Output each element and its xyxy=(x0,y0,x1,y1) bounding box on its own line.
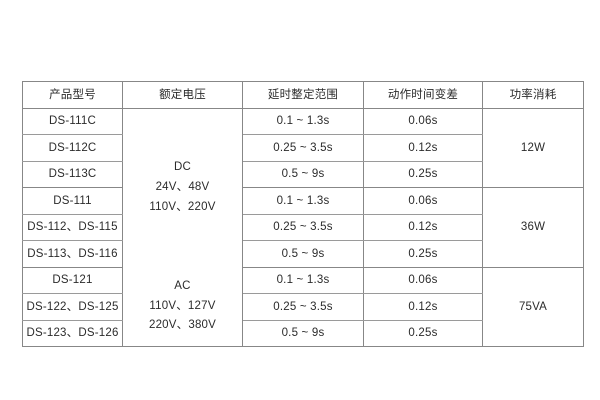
cell-time-variation: 0.25s xyxy=(363,240,483,268)
table-row: DS-112C 0.25 ~ 3.5s 0.12s xyxy=(22,134,584,162)
cell-power-consumption: 75VA xyxy=(518,300,548,313)
cell-product-model: DS-113、DS-116 xyxy=(22,240,123,268)
specification-table-container: 产品型号 额定电压 延时整定范围 动作时间变差 功率消耗 DS-111C DC … xyxy=(22,81,584,347)
cell-delay-range: 0.1 ~ 1.3s xyxy=(242,267,364,294)
table-body: DS-111C DC 24V、48V 110V、220V 0.1 ~ 1.3s … xyxy=(22,108,584,347)
cell-time-variation: 0.06s xyxy=(363,187,483,215)
table-row: DS-112、DS-115 0.25 ~ 3.5s 0.12s xyxy=(22,214,584,241)
header-delay-range: 延时整定范围 xyxy=(242,81,364,109)
cell-time-variation: 0.12s xyxy=(363,214,483,241)
header-time-variation: 动作时间变差 xyxy=(363,81,483,109)
cell-time-variation: 0.25s xyxy=(363,320,483,347)
cell-power-consumption: 36W xyxy=(482,187,584,268)
cell-product-model: DS-113C xyxy=(22,161,123,188)
cell-time-variation: 0.06s xyxy=(363,267,483,294)
header-row: 产品型号 额定电压 延时整定范围 动作时间变差 功率消耗 xyxy=(22,81,584,109)
cell-delay-range: 0.25 ~ 3.5s xyxy=(242,134,364,162)
cell-rated-voltage-ac: AC 110V、127V 220V、380V xyxy=(122,267,243,347)
cell-time-variation: 0.12s xyxy=(363,293,483,321)
cell-delay-range: 0.5 ~ 9s xyxy=(242,240,364,268)
voltage-line: 24V、48V xyxy=(155,180,210,193)
cell-rated-voltage-dc: DC 24V、48V 110V、220V xyxy=(122,108,243,267)
table-row: DS-113、DS-116 0.5 ~ 9s 0.25s xyxy=(22,240,584,268)
cell-product-model: DS-112C xyxy=(22,134,123,162)
voltage-line: DC xyxy=(173,161,191,174)
voltage-line: 110V、220V xyxy=(149,200,216,213)
cell-product-model: DS-121 xyxy=(22,267,123,294)
cell-time-variation: 0.25s xyxy=(363,161,483,188)
table-row: DS-121 AC 110V、127V 220V、380V 0.1 ~ 1.3s… xyxy=(22,267,584,347)
header-rated-voltage: 额定电压 xyxy=(122,81,243,109)
cell-time-variation: 0.06s xyxy=(363,108,483,135)
table-header: 产品型号 额定电压 延时整定范围 动作时间变差 功率消耗 xyxy=(22,81,584,109)
specification-table: 产品型号 额定电压 延时整定范围 动作时间变差 功率消耗 DS-111C DC … xyxy=(22,81,584,347)
voltage-line: 110V、127V xyxy=(149,299,216,312)
cell-time-variation: 0.12s xyxy=(363,134,483,162)
cell-product-model: DS-122、DS-125 xyxy=(22,293,123,321)
cell-delay-range: 0.5 ~ 9s xyxy=(242,320,364,347)
table-row: DS-111C DC 24V、48V 110V、220V 0.1 ~ 1.3s … xyxy=(22,108,584,267)
table-row: DS-123、DS-126 0.5 ~ 9s 0.25s xyxy=(22,320,584,347)
cell-delay-range: 0.5 ~ 9s xyxy=(242,161,364,188)
header-product-model: 产品型号 xyxy=(22,81,123,109)
cell-delay-range: 0.25 ~ 3.5s xyxy=(242,293,364,321)
voltage-line: 220V、380V xyxy=(148,319,216,332)
table-row: DS-111 0.1 ~ 1.3s 0.06s 36W xyxy=(22,187,584,268)
cell-product-model: DS-112、DS-115 xyxy=(22,214,123,241)
table-row: DS-122、DS-125 0.25 ~ 3.5s 0.12s xyxy=(22,293,584,321)
cell-product-model: DS-123、DS-126 xyxy=(22,320,123,347)
cell-delay-range: 0.1 ~ 1.3s xyxy=(242,108,364,135)
cell-power-consumption: 12W xyxy=(482,108,584,188)
table-row: DS-113C 0.5 ~ 9s 0.25s xyxy=(22,161,584,188)
cell-product-model: DS-111C xyxy=(22,108,123,135)
voltage-line: AC xyxy=(174,279,191,292)
cell-delay-range: 0.1 ~ 1.3s xyxy=(242,187,364,215)
cell-delay-range: 0.25 ~ 3.5s xyxy=(242,214,364,241)
cell-product-model: DS-111 xyxy=(22,187,123,215)
header-power-consumption: 功率消耗 xyxy=(482,81,584,109)
